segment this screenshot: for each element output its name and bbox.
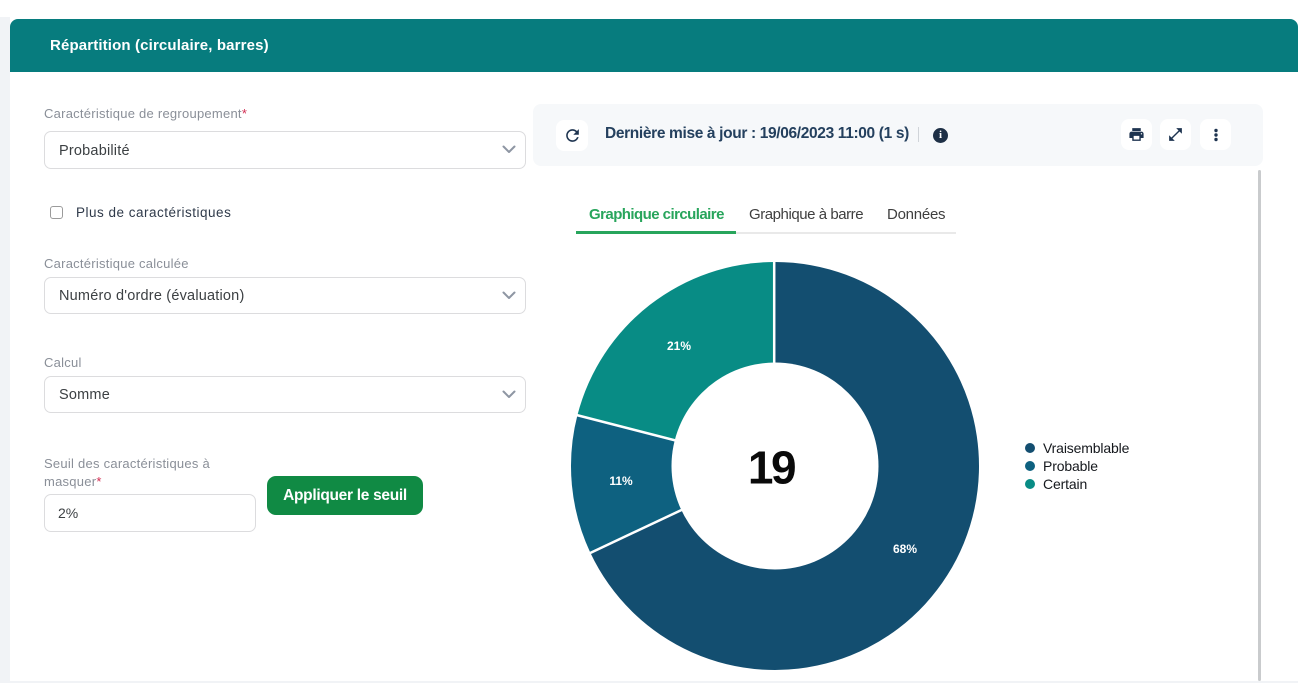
svg-text:68%: 68% (892, 542, 916, 556)
svg-text:11%: 11% (609, 474, 633, 488)
svg-text:19: 19 (747, 442, 794, 494)
svg-text:21%: 21% (666, 339, 690, 353)
